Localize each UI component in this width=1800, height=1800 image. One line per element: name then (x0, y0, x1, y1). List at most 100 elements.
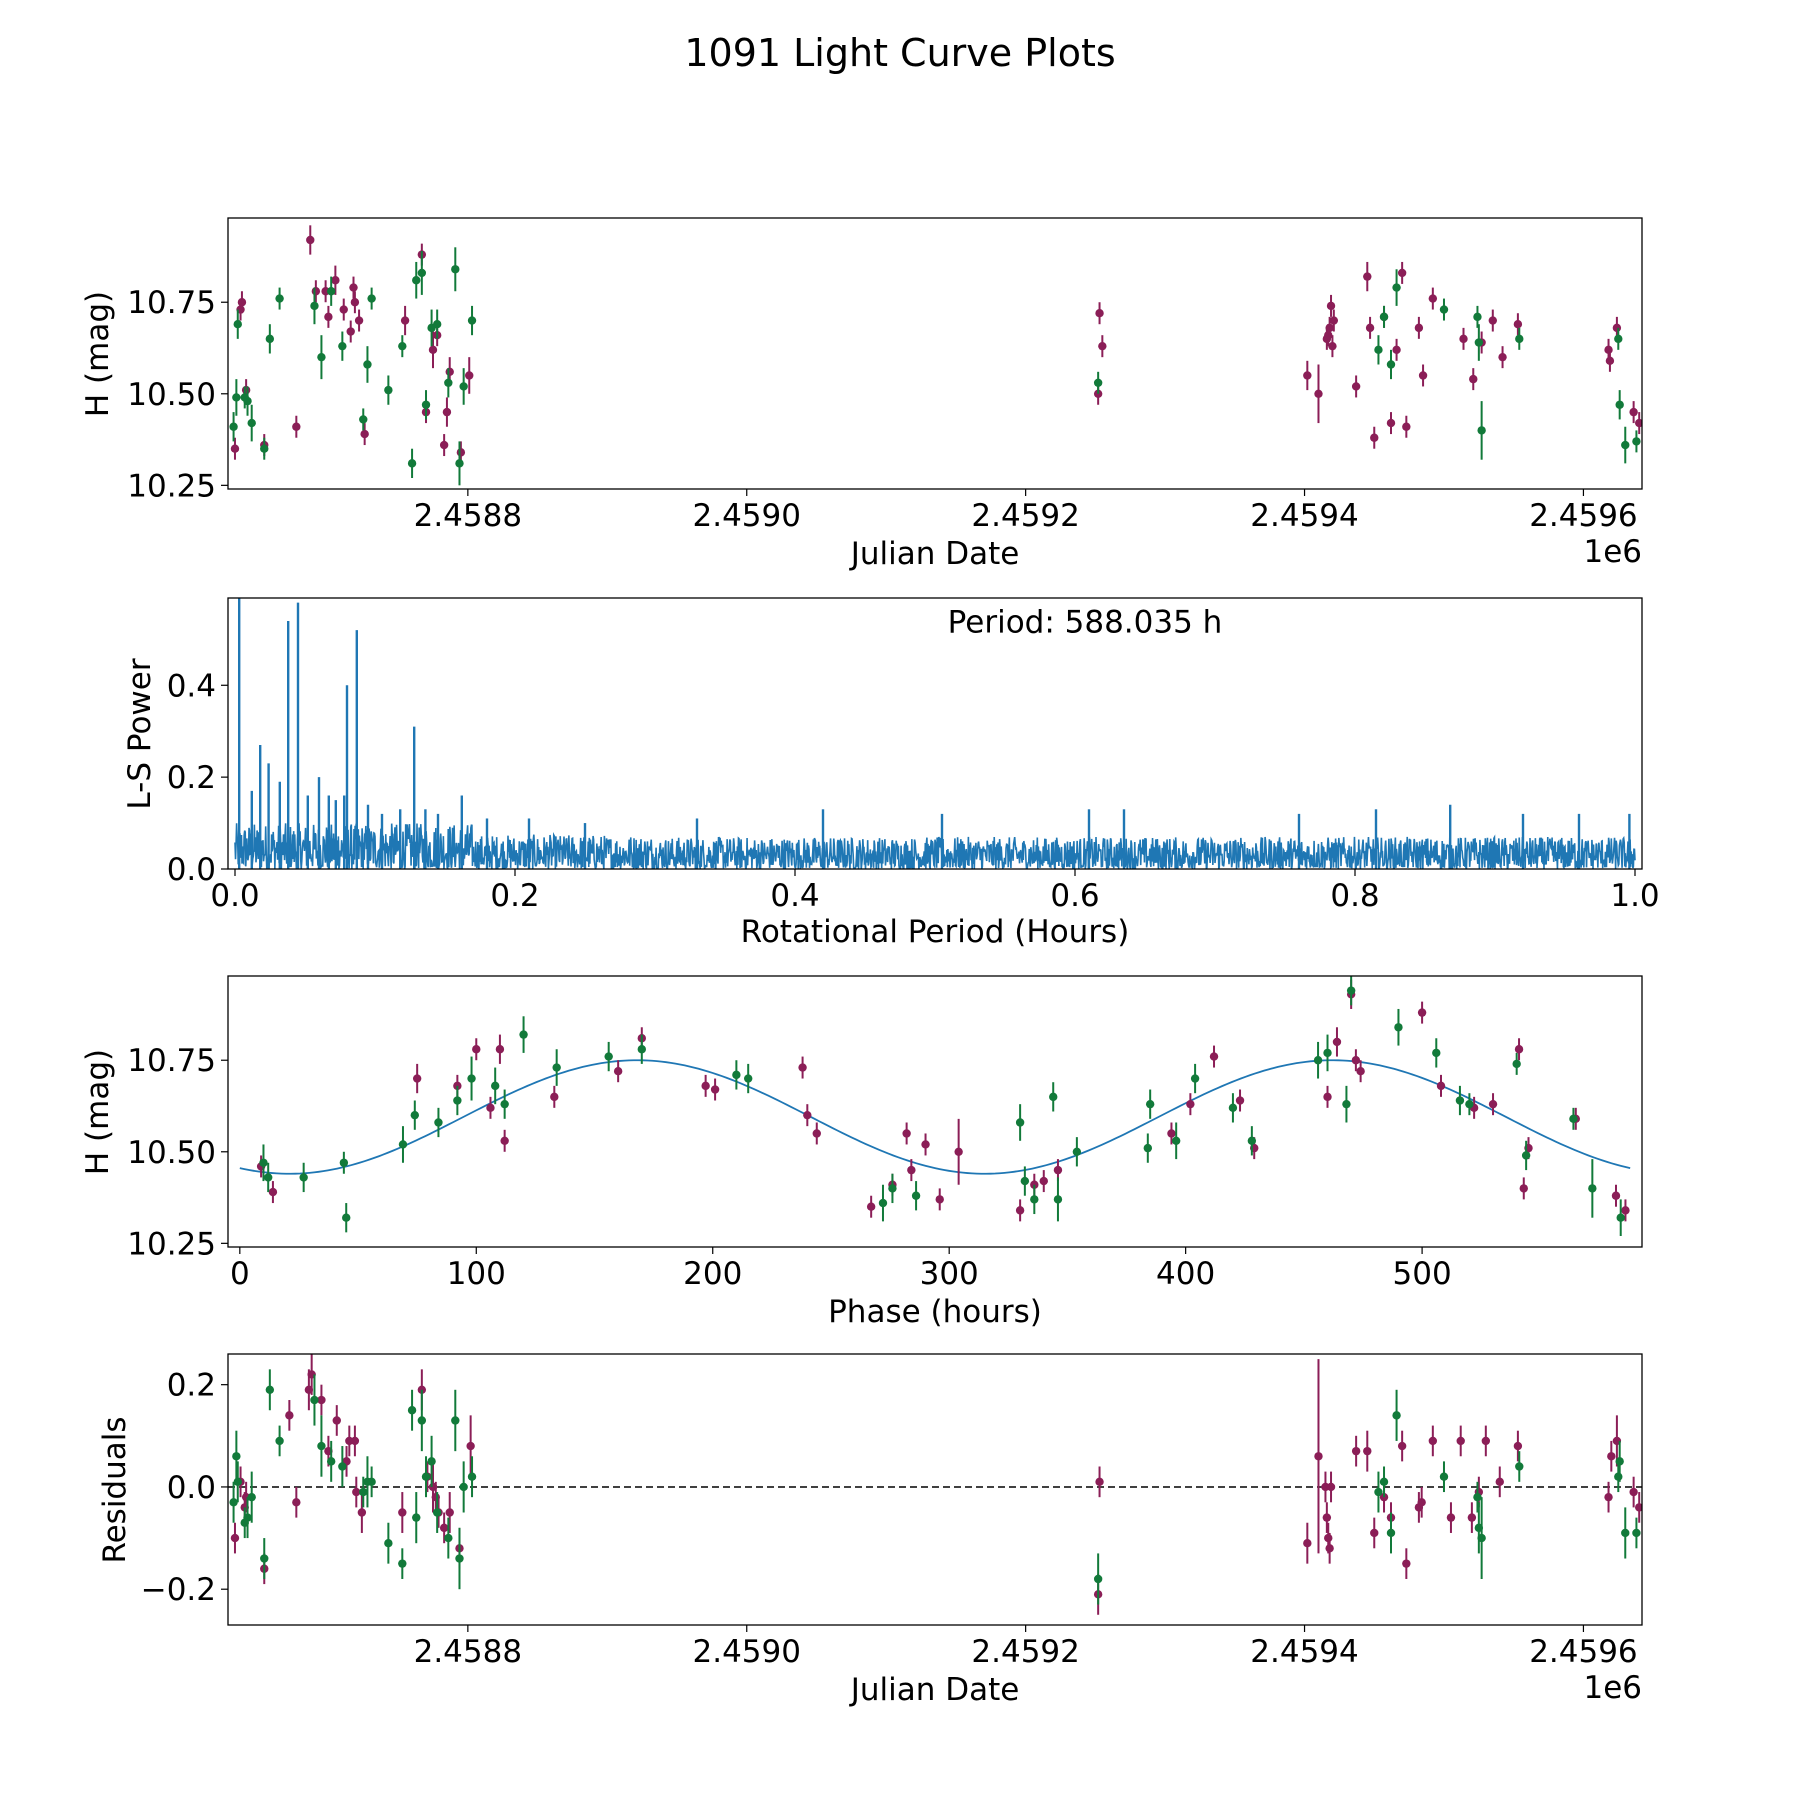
band-b-marker (455, 1554, 464, 1563)
band-b-marker (1455, 1096, 1465, 1105)
band-a-point (1386, 412, 1396, 435)
phased-curve-ytick-label: 10.50 (127, 1135, 216, 1171)
band-a-marker (954, 1147, 963, 1156)
band-b-marker (1379, 1477, 1389, 1487)
band-a-marker (1604, 1492, 1613, 1502)
band-a-marker (1397, 268, 1407, 278)
band-b-point (342, 1203, 351, 1233)
band-b-point (1374, 1471, 1383, 1513)
band-b-point (1614, 327, 1623, 350)
band-b-marker (421, 1472, 431, 1481)
band-a-point (428, 331, 438, 369)
band-a-marker (1605, 356, 1615, 366)
band-b-marker (451, 265, 460, 274)
residuals-ytick-label: 0.2 (167, 1368, 216, 1404)
band-a-point (1325, 1532, 1334, 1564)
band-b-point (1313, 1041, 1323, 1079)
band-b-point (453, 1085, 462, 1116)
band-b-point (243, 1497, 252, 1539)
band-b-point (229, 412, 238, 442)
band-a-point (354, 309, 364, 332)
band-a-marker (1098, 341, 1107, 351)
band-b-marker (339, 1158, 349, 1167)
band-a-point (1351, 1435, 1361, 1467)
band-b-marker (310, 301, 319, 311)
band-a-point (1495, 1466, 1504, 1498)
band-b-marker (1313, 1056, 1323, 1065)
band-a-marker (1167, 1129, 1176, 1138)
band-b-marker (317, 1441, 326, 1451)
band-a-point (1436, 1074, 1446, 1097)
band-a-marker (500, 1136, 509, 1145)
band-a-marker (1356, 1067, 1365, 1076)
band-a-marker (935, 1195, 944, 1204)
band-b-marker (1521, 1151, 1531, 1160)
band-b-point (260, 437, 269, 460)
band-b-marker (275, 1436, 284, 1446)
band-b-point (490, 1067, 500, 1105)
band-b-point (1632, 430, 1641, 453)
band-b-marker (247, 418, 256, 428)
band-a-point (1356, 1060, 1365, 1083)
band-b-marker (243, 396, 252, 406)
band-a-marker (1481, 1436, 1491, 1446)
band-b-point (1621, 426, 1630, 464)
band-a-point (613, 1060, 623, 1083)
band-a-point (1397, 1430, 1407, 1462)
band-b-point (1093, 371, 1103, 394)
band-b-marker (1632, 437, 1641, 446)
band-b-marker (421, 400, 431, 409)
band-a-point (306, 225, 315, 255)
band-a-point (1459, 327, 1468, 350)
band-a-marker (400, 316, 410, 325)
band-a-marker (1325, 1544, 1334, 1553)
band-a-marker (456, 448, 466, 457)
band-b-marker (1143, 1143, 1153, 1153)
band-a-point (285, 1400, 294, 1431)
band-b-point (310, 287, 319, 325)
band-b-marker (259, 1158, 268, 1167)
band-a-point (317, 1384, 326, 1416)
band-b-point (1439, 298, 1449, 321)
band-a-marker (439, 1523, 449, 1533)
band-a-marker (710, 1085, 720, 1094)
band-a-point (1519, 1177, 1528, 1200)
band-a-marker (1428, 294, 1438, 303)
band-b-point (412, 1492, 421, 1544)
phased-curve-ytick-label: 10.25 (127, 1226, 216, 1262)
band-a-marker (1629, 1487, 1638, 1497)
band-b-marker (1247, 1136, 1257, 1145)
band-b-point (407, 1389, 417, 1431)
band-a-marker (1363, 1446, 1372, 1456)
band-a-marker (1607, 1452, 1616, 1461)
band-b-point (1143, 1133, 1153, 1163)
band-b-point (451, 247, 460, 292)
band-a-point (1605, 349, 1615, 372)
band-a-point (1326, 1471, 1336, 1503)
band-a-point (412, 1063, 422, 1094)
ls-power-line (234, 823, 1636, 869)
band-a-point (465, 357, 474, 394)
band-a-point (1611, 1184, 1621, 1207)
band-b-marker (467, 316, 477, 325)
band-a-point (1370, 426, 1379, 449)
band-b-point (359, 408, 368, 431)
band-b-marker (1171, 1136, 1181, 1145)
band-b-marker (1020, 1176, 1030, 1186)
phased-curve-ylabel: H (mag) (80, 1049, 116, 1175)
band-a-marker (1612, 323, 1622, 333)
band-b-marker (1346, 986, 1356, 995)
band-a-point (472, 1038, 481, 1061)
band-b-marker (744, 1074, 753, 1083)
band-a-point (1167, 1122, 1176, 1145)
band-b-point (1015, 1104, 1025, 1141)
band-b-marker (604, 1052, 613, 1061)
band-a-point (1621, 1199, 1630, 1222)
periodogram-ylabel: L-S Power (122, 658, 158, 809)
band-b-point (1053, 1177, 1063, 1222)
band-b-marker (1072, 1147, 1082, 1156)
band-b-marker (1386, 360, 1396, 369)
band-a-point (1513, 1430, 1523, 1462)
band-b-marker (451, 1416, 460, 1425)
band-b-point (407, 448, 417, 479)
